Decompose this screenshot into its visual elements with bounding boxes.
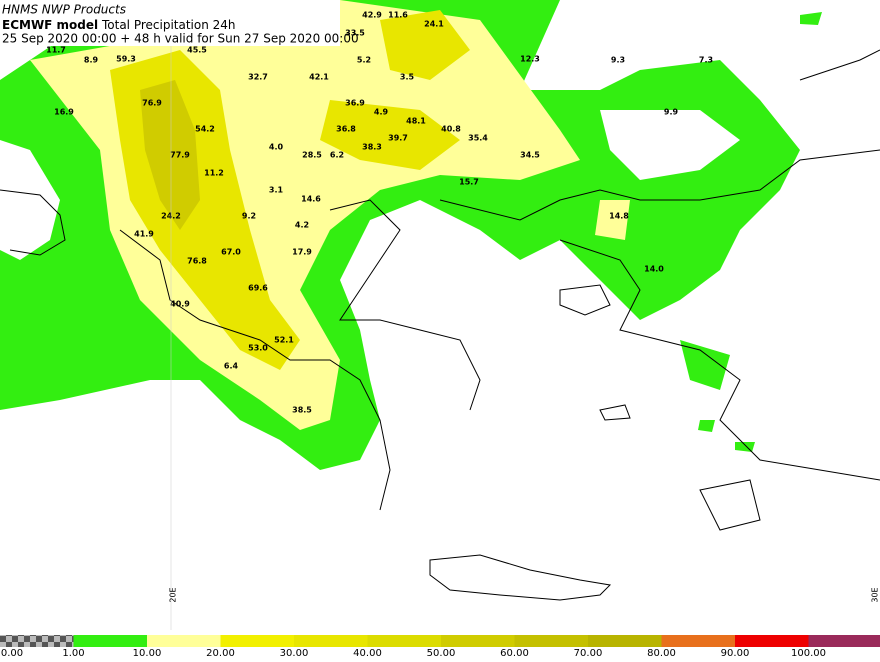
map-value: 35.4 bbox=[468, 134, 488, 143]
map-value: 7.3 bbox=[699, 56, 713, 65]
legend-label: 60.00 bbox=[500, 648, 529, 658]
map-value: 11.6 bbox=[388, 11, 408, 20]
header-line: ECMWF model Total Precipitation 24h bbox=[2, 18, 236, 32]
map-value: 48.1 bbox=[406, 117, 426, 126]
map-value: 34.5 bbox=[520, 151, 540, 160]
map-value: 76.9 bbox=[142, 99, 162, 108]
legend-label: 10.00 bbox=[133, 648, 162, 658]
map-value: 38.3 bbox=[362, 143, 382, 152]
map-value: 39.7 bbox=[388, 134, 408, 143]
legend-label: 80.00 bbox=[647, 648, 676, 658]
longitude-label: 20E bbox=[169, 587, 178, 602]
map-value: 45.5 bbox=[187, 46, 207, 55]
header-valid: 25 Sep 2020 00:00 + 48 h valid for Sun 2… bbox=[2, 32, 359, 46]
map-value: 8.9 bbox=[84, 56, 99, 65]
map-value: 40.8 bbox=[441, 125, 461, 134]
legend-label: 70.00 bbox=[574, 648, 603, 658]
legend-label: 100.00 bbox=[791, 648, 826, 658]
header-source: HNMS NWP Products bbox=[2, 3, 126, 17]
map-value: 9.2 bbox=[242, 212, 256, 221]
map-value: 59.3 bbox=[116, 55, 136, 64]
map-value: 11.2 bbox=[204, 169, 224, 178]
legend-swatch bbox=[74, 635, 148, 647]
map-value: 3.1 bbox=[269, 186, 284, 195]
legend-swatch bbox=[294, 635, 368, 647]
longitude-label: 30E bbox=[871, 587, 880, 602]
map-value: 6.2 bbox=[330, 151, 344, 160]
legend: 0.00 1.00 10.00 20.00 30.00 40.00 50.00 60.00 70… bbox=[0, 635, 880, 658]
legend-label: 40.00 bbox=[353, 648, 382, 658]
header: HNMS NWP Products ECMWF model Total Prec… bbox=[0, 0, 359, 46]
legend-label: 20.00 bbox=[206, 648, 235, 658]
map-value: 15.7 bbox=[459, 178, 479, 187]
map-value: 14.0 bbox=[644, 265, 664, 274]
map-value: 5.2 bbox=[357, 56, 371, 65]
header-product: Total Precipitation 24h bbox=[101, 18, 236, 32]
legend-swatch bbox=[515, 635, 589, 647]
map-value: 52.1 bbox=[274, 336, 294, 345]
legend-label: 50.00 bbox=[427, 648, 456, 658]
legend-label: 30.00 bbox=[280, 648, 309, 658]
precip-fields bbox=[0, 0, 822, 470]
map-value: 11.7 bbox=[46, 46, 66, 55]
map-value: 40.9 bbox=[170, 300, 190, 309]
legend-swatch bbox=[221, 635, 295, 647]
map-value: 3.5 bbox=[400, 73, 415, 82]
legend-swatch bbox=[368, 635, 442, 647]
legend-swatch bbox=[147, 635, 221, 647]
legend-swatch bbox=[441, 635, 515, 647]
map-value: 28.5 bbox=[302, 151, 322, 160]
map-value: 17.9 bbox=[292, 248, 312, 257]
map-value: 53.0 bbox=[248, 344, 268, 353]
map-value: 14.8 bbox=[609, 212, 629, 221]
map-value: 42.9 bbox=[362, 11, 382, 20]
map-value: 9.9 bbox=[664, 108, 679, 117]
header-model: ECMWF model bbox=[2, 18, 98, 32]
legend-swatch bbox=[735, 635, 809, 647]
map-value: 41.9 bbox=[134, 230, 154, 239]
legend-swatch bbox=[809, 635, 880, 647]
map-value: 12.3 bbox=[520, 55, 540, 64]
map-value: 36.9 bbox=[345, 99, 365, 108]
legend-label: 1.00 bbox=[62, 648, 84, 658]
map-value: 32.7 bbox=[248, 73, 268, 82]
map-value: 9.3 bbox=[611, 56, 625, 65]
map-value: 14.6 bbox=[301, 195, 321, 204]
map-value: 16.9 bbox=[54, 108, 74, 117]
map-value: 4.0 bbox=[269, 143, 284, 152]
map-value: 69.6 bbox=[248, 284, 268, 293]
map-value: 38.5 bbox=[292, 406, 312, 415]
map-value: 54.2 bbox=[195, 125, 215, 134]
map-value: 77.9 bbox=[170, 151, 190, 160]
map-value: 76.8 bbox=[187, 257, 207, 266]
map-value: 4.9 bbox=[374, 108, 389, 117]
map-value: 4.2 bbox=[295, 221, 309, 230]
legend-label: 0.00 bbox=[1, 648, 23, 658]
map-value: 36.8 bbox=[336, 125, 356, 134]
legend-label: 90.00 bbox=[721, 648, 750, 658]
map-value: 67.0 bbox=[221, 248, 241, 257]
map-value: 42.1 bbox=[309, 73, 329, 82]
map-value: 6.4 bbox=[224, 362, 239, 371]
legend-swatch bbox=[0, 635, 74, 647]
legend-swatch bbox=[588, 635, 662, 647]
map-value: 24.1 bbox=[424, 20, 444, 29]
legend-swatch bbox=[662, 635, 736, 647]
